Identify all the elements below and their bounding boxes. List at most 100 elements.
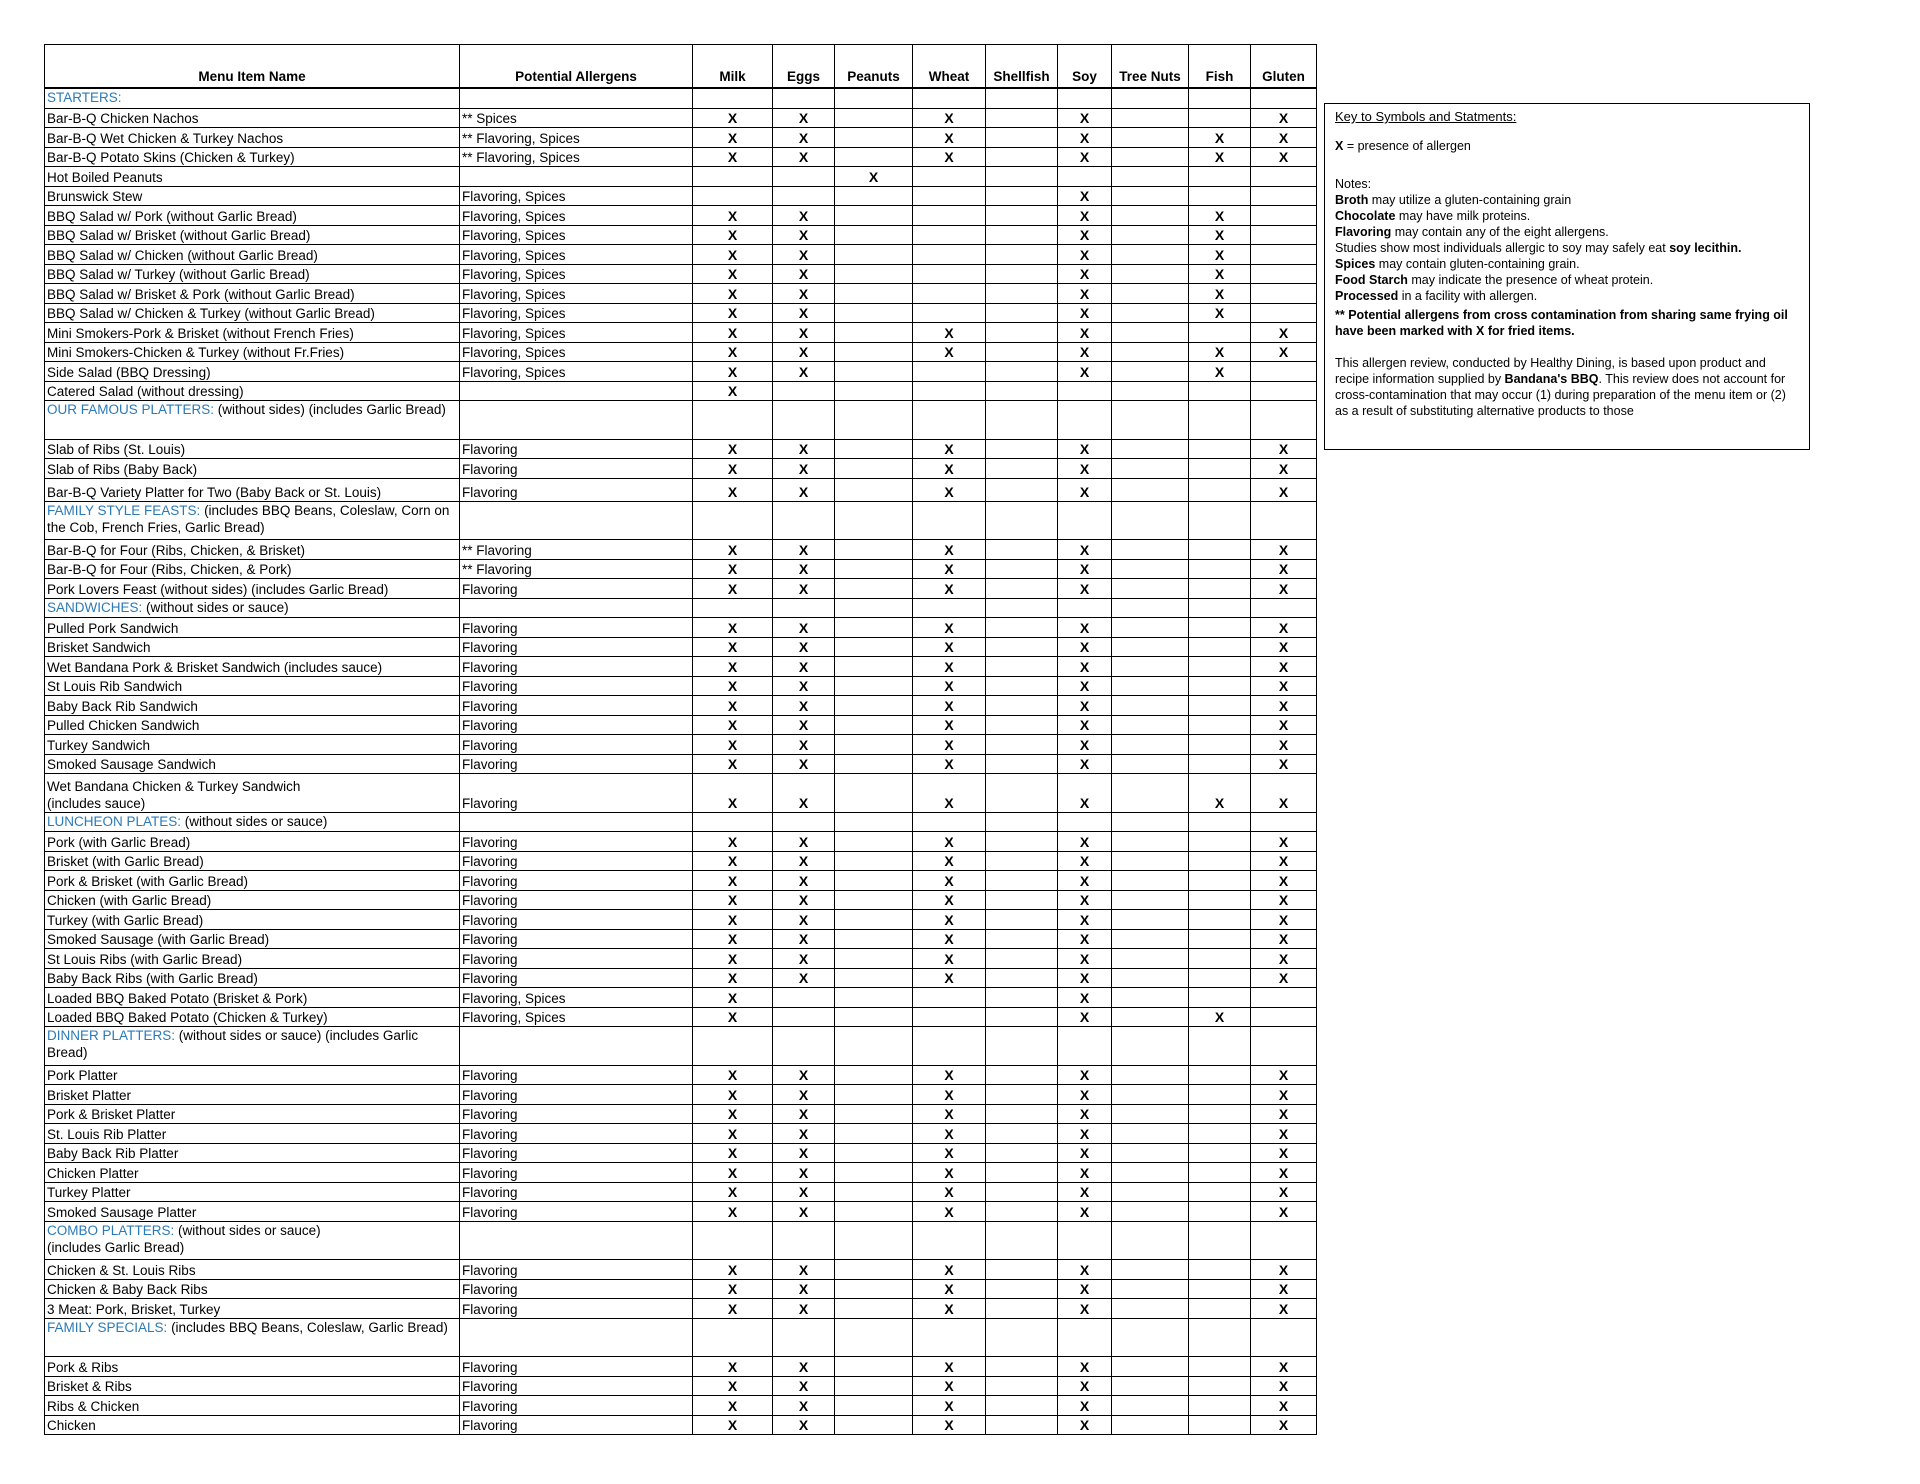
menu-item-name: Mini Smokers-Pork & Brisket (without Fre… <box>44 322 460 343</box>
mark-wheat <box>912 205 986 226</box>
mark-fish <box>1188 322 1251 343</box>
menu-item-name: Brisket Sandwich <box>44 636 460 657</box>
mark-peanuts <box>834 341 913 362</box>
mark-fish <box>1188 185 1251 206</box>
mark-peanuts <box>834 1317 913 1357</box>
mark-peanuts <box>834 1278 913 1299</box>
mark-gluten: X <box>1250 438 1317 459</box>
note-term: Flavoring <box>1335 225 1392 239</box>
potential-allergens: Flavoring, Spices <box>459 224 693 245</box>
potential-allergens: Flavoring, Spices <box>459 283 693 304</box>
potential-allergens: Flavoring <box>459 889 693 910</box>
mark-tree-nuts <box>1111 811 1189 832</box>
mark-eggs: X <box>772 870 835 891</box>
note-text: may contain any of the eight allergens. <box>1391 225 1609 239</box>
mark-wheat: X <box>912 1298 986 1319</box>
menu-item-name: Slab of Ribs (St. Louis) <box>44 438 460 459</box>
mark-tree-nuts <box>1111 1278 1189 1299</box>
mark-wheat: X <box>912 1414 986 1435</box>
mark-milk: X <box>692 322 773 343</box>
mark-fish <box>1188 850 1251 871</box>
mark-eggs: X <box>772 361 835 382</box>
section-row: COMBO PLATTERS: (without sides or sauce)… <box>44 1220 1317 1260</box>
mark-eggs: X <box>772 539 835 560</box>
mark-tree-nuts <box>1111 558 1189 579</box>
mark-milk: X <box>692 224 773 245</box>
mark-shellfish <box>985 244 1058 265</box>
note-term: ** Potential allergens from cross contam… <box>1335 308 1788 338</box>
mark-milk: X <box>692 714 773 735</box>
mark-milk: X <box>692 127 773 148</box>
potential-allergens: Flavoring <box>459 1259 693 1280</box>
mark-gluten <box>1250 263 1317 284</box>
mark-milk: X <box>692 987 773 1008</box>
mark-gluten: X <box>1250 1298 1317 1319</box>
table-row: BBQ Salad w/ Turkey (without Garlic Brea… <box>44 263 1317 284</box>
table-row: Chicken (with Garlic Bread) Flavoring X X X X… <box>44 889 1317 910</box>
mark-gluten: X <box>1250 1375 1317 1396</box>
mark-fish <box>1188 1356 1251 1377</box>
menu-item-name: BBQ Salad w/ Chicken & Turkey (without G… <box>44 302 460 323</box>
mark-peanuts <box>834 146 913 167</box>
mark-soy <box>1057 597 1112 618</box>
mark-peanuts: X <box>834 166 913 187</box>
mark-milk: X <box>692 1006 773 1027</box>
mark-tree-nuts <box>1111 1006 1189 1027</box>
mark-fish <box>1188 695 1251 716</box>
mark-fish <box>1188 870 1251 891</box>
mark-gluten: X <box>1250 1162 1317 1183</box>
note-item: Food Starch may indicate the presence of… <box>1335 272 1799 288</box>
menu-item-name: Chicken & St. Louis Ribs <box>44 1259 460 1280</box>
mark-soy: X <box>1057 205 1112 226</box>
mark-tree-nuts <box>1111 1220 1189 1260</box>
mark-milk: X <box>692 695 773 716</box>
mark-shellfish <box>985 850 1058 871</box>
mark-wheat: X <box>912 909 986 930</box>
mark-tree-nuts <box>1111 675 1189 696</box>
mark-tree-nuts <box>1111 967 1189 988</box>
mark-tree-nuts <box>1111 244 1189 265</box>
mark-peanuts <box>834 185 913 206</box>
mark-milk <box>692 1317 773 1357</box>
mark-fish <box>1188 1278 1251 1299</box>
mark-wheat <box>912 166 986 187</box>
mark-shellfish <box>985 597 1058 618</box>
section-label: COMBO PLATTERS: <box>47 1222 175 1238</box>
mark-gluten: X <box>1250 773 1317 813</box>
mark-wheat: X <box>912 734 986 755</box>
table-row: BBQ Salad w/ Brisket (without Garlic Bre… <box>44 224 1317 245</box>
mark-gluten <box>1250 400 1317 440</box>
mark-peanuts <box>834 1123 913 1144</box>
mark-eggs <box>772 1317 835 1357</box>
mark-tree-nuts <box>1111 341 1189 362</box>
mark-eggs <box>772 597 835 618</box>
menu-item-name: BBQ Salad w/ Turkey (without Garlic Brea… <box>44 263 460 284</box>
potential-allergens: Flavoring <box>459 1084 693 1105</box>
mark-tree-nuts <box>1111 1142 1189 1163</box>
mark-shellfish <box>985 539 1058 560</box>
mark-soy: X <box>1057 244 1112 265</box>
mark-fish <box>1188 1317 1251 1357</box>
section-heading: FAMILY SPECIALS: (includes BBQ Beans, Co… <box>44 1317 460 1357</box>
potential-allergens <box>459 166 693 187</box>
note-item: Flavoring may contain any of the eight a… <box>1335 224 1799 240</box>
section-row: OUR FAMOUS PLATTERS: (without sides) (in… <box>44 400 1317 440</box>
notes-list: Broth may utilize a gluten-containing gr… <box>1335 192 1799 339</box>
mark-eggs: X <box>772 714 835 735</box>
table-row: Catered Salad (without dressing) X <box>44 380 1317 401</box>
mark-fish <box>1188 1064 1251 1085</box>
table-row: Baby Back Ribs (with Garlic Bread) Flavor… <box>44 967 1317 988</box>
mark-tree-nuts <box>1111 1414 1189 1435</box>
mark-eggs: X <box>772 1278 835 1299</box>
mark-wheat <box>912 1220 986 1260</box>
mark-milk: X <box>692 1201 773 1222</box>
mark-milk: X <box>692 1259 773 1280</box>
mark-fish <box>1188 400 1251 440</box>
mark-shellfish <box>985 675 1058 696</box>
mark-shellfish <box>985 263 1058 284</box>
section-label: STARTERS: <box>47 90 122 105</box>
mark-soy <box>1057 1026 1112 1066</box>
mark-tree-nuts <box>1111 224 1189 245</box>
mark-milk: X <box>692 361 773 382</box>
potential-allergens: Flavoring, Spices <box>459 322 693 343</box>
